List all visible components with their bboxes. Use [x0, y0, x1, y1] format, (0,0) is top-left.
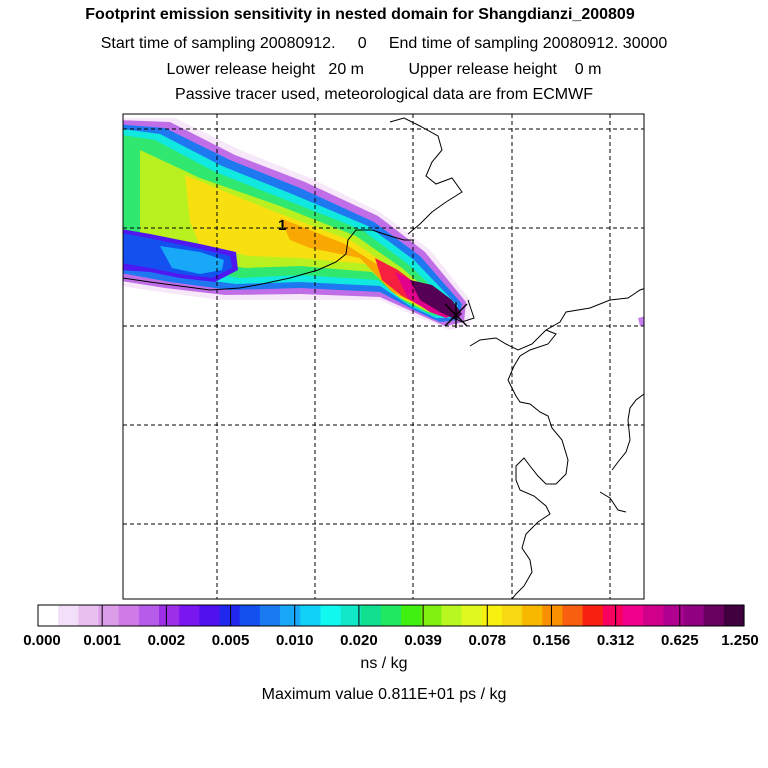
colorbar-cell — [643, 605, 664, 626]
colorbar-cell — [683, 605, 705, 626]
colorbar-tick-label: 0.020 — [340, 632, 378, 649]
colorbar-cell — [441, 605, 463, 626]
maximum-value-text: Maximum value 0.811E+01 ps / kg — [261, 686, 507, 703]
colorbar-tick-label: 0.000 — [23, 632, 61, 649]
colorbar-tick-label: 0.001 — [83, 632, 121, 649]
colorbar-cell — [259, 605, 281, 626]
receptor-star-icon — [444, 302, 468, 328]
colorbar-cell — [360, 605, 382, 626]
colorbar-cell — [340, 605, 362, 626]
colorbar-cell — [179, 605, 200, 626]
map-frame — [122, 113, 645, 600]
colorbar-cell — [320, 605, 342, 626]
colorbar-tick-label: 0.002 — [148, 632, 186, 649]
colorbar-cell — [703, 605, 725, 626]
colorbar-cell — [401, 605, 422, 626]
colorbar-cell — [159, 605, 180, 626]
colorbar-tick-label: 0.010 — [276, 632, 314, 649]
colorbar-tick-label: 0.078 — [468, 632, 506, 649]
colorbar-cell — [582, 605, 604, 626]
sampling-time-line: Start time of sampling 20080912. 0 End t… — [100, 35, 668, 52]
colorbar-cell — [723, 605, 745, 626]
colorbar-cell — [380, 605, 402, 626]
colorbar-cell — [542, 605, 564, 626]
colorbar-cell — [481, 605, 503, 626]
colorbar-cell — [199, 605, 221, 626]
colorbar-frame — [37, 604, 745, 627]
colorbar-tick-label: 0.312 — [597, 632, 635, 649]
colorbar-tick-label: 0.039 — [404, 632, 442, 649]
colorbar-unit: ns / kg — [360, 655, 408, 672]
colorbar-cell — [118, 605, 140, 626]
trajectory-marker-label: 1 — [278, 217, 286, 234]
plot-title: Footprint emission sensitivity in nested… — [85, 6, 635, 23]
colorbar-cell — [622, 605, 644, 626]
tracer-info-line: Passive tracer used, meteorological data… — [175, 86, 593, 103]
colorbar-tick-label: 0.005 — [212, 632, 250, 649]
colorbar-cell — [300, 605, 321, 626]
colorbar-cell — [78, 605, 100, 626]
colorbar-cell — [663, 605, 685, 626]
colorbar-cell — [219, 605, 241, 626]
colorbar-cell — [501, 605, 523, 626]
colorbar-cell — [461, 605, 483, 626]
colorbar-cell — [602, 605, 624, 626]
colorbar-cell — [98, 605, 120, 626]
colorbar-cell — [38, 605, 59, 626]
lat-lon-grid — [123, 114, 644, 599]
colorbar-cell — [239, 605, 261, 626]
release-height-line: Lower release height 20 m Upper release … — [166, 61, 602, 78]
colorbar-cell — [280, 605, 301, 626]
colorbar-cell — [58, 605, 79, 626]
colorbar-tick-label: 1.250 — [721, 632, 759, 649]
colorbar-cell — [421, 605, 443, 626]
colorbar-tick-label: 0.156 — [533, 632, 571, 649]
colorbar-cell — [522, 605, 543, 626]
colorbar-cell — [138, 605, 160, 626]
colorbar-cell — [562, 605, 584, 626]
colorbar-tick-label: 0.625 — [661, 632, 699, 649]
